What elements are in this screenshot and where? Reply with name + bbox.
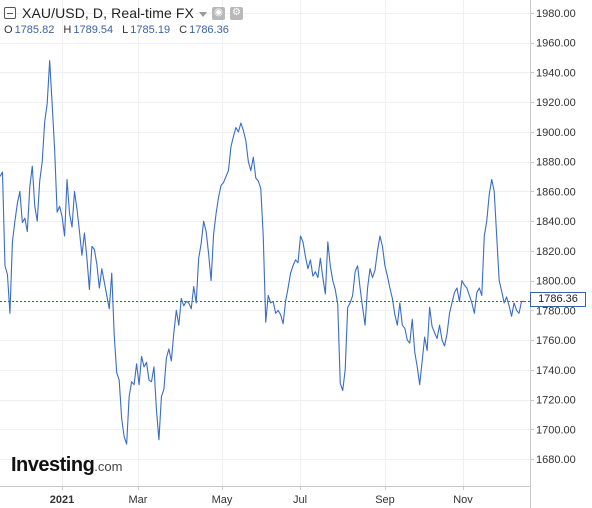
x-axis: 2021 Mar May Jul Sep Nov [50, 486, 473, 506]
last-price-label: 1786.36 [530, 292, 586, 307]
y-axis: 1680.00 1700.00 1720.00 1740.00 1760.00 1780.… [530, 8, 576, 466]
gear-icon[interactable]: ⚙ [230, 6, 243, 20]
x-tick-label: Nov [453, 494, 473, 506]
y-tick-label: 1920.00 [536, 97, 576, 109]
y-tick-label: 1720.00 [536, 395, 576, 407]
y-tick-label: 1880.00 [536, 157, 576, 169]
logo-text: Investing [11, 454, 95, 476]
y-tick-label: 1760.00 [536, 335, 576, 347]
y-tick-label: 1820.00 [536, 246, 576, 258]
chart-header: XAU/USD, D, Real-time FX ◉ ⚙ [0, 3, 243, 23]
y-tick-label: 1900.00 [536, 127, 576, 139]
low-value: 1785.19 [130, 24, 171, 36]
open-value: 1785.82 [14, 24, 55, 36]
y-tick-label: 1940.00 [536, 67, 576, 79]
y-tick-label: 1980.00 [536, 8, 576, 20]
close-key: C [179, 24, 188, 36]
x-tick-label: Mar [129, 494, 148, 506]
y-tick-label: 1680.00 [536, 454, 576, 466]
close-value: 1786.36 [189, 24, 229, 36]
high-key: H [63, 24, 72, 36]
y-tick-label: 1960.00 [536, 38, 576, 50]
y-tick-label: 1780.00 [536, 305, 576, 317]
symbol-title[interactable]: XAU/USD, D, Real-time FX [22, 5, 194, 21]
high-value: 1789.54 [73, 24, 114, 36]
y-tick-label: 1840.00 [536, 216, 576, 228]
chevron-down-icon[interactable] [199, 11, 207, 17]
chart-grid [0, 0, 530, 486]
logo-suffix: .com [94, 459, 123, 474]
low-key: L [122, 24, 129, 36]
menu-icon[interactable] [4, 7, 16, 19]
x-tick-label: 2021 [50, 494, 74, 506]
eye-icon[interactable]: ◉ [212, 6, 225, 20]
y-tick-label: 1740.00 [536, 365, 576, 377]
ohlc-readout: O 1785.82 H 1789.54 L 1785.19 C 1786.36 [4, 24, 235, 36]
y-tick-label: 1800.00 [536, 276, 576, 288]
x-tick-label: Sep [375, 494, 395, 506]
x-tick-label: May [212, 494, 233, 506]
series-line-xauusd [0, 60, 524, 445]
investing-logo[interactable]: Investing .com [11, 454, 122, 477]
x-tick-label: Jul [293, 494, 307, 506]
open-key: O [4, 24, 13, 36]
y-tick-label: 1700.00 [536, 424, 576, 436]
y-tick-label: 1860.00 [536, 186, 576, 198]
